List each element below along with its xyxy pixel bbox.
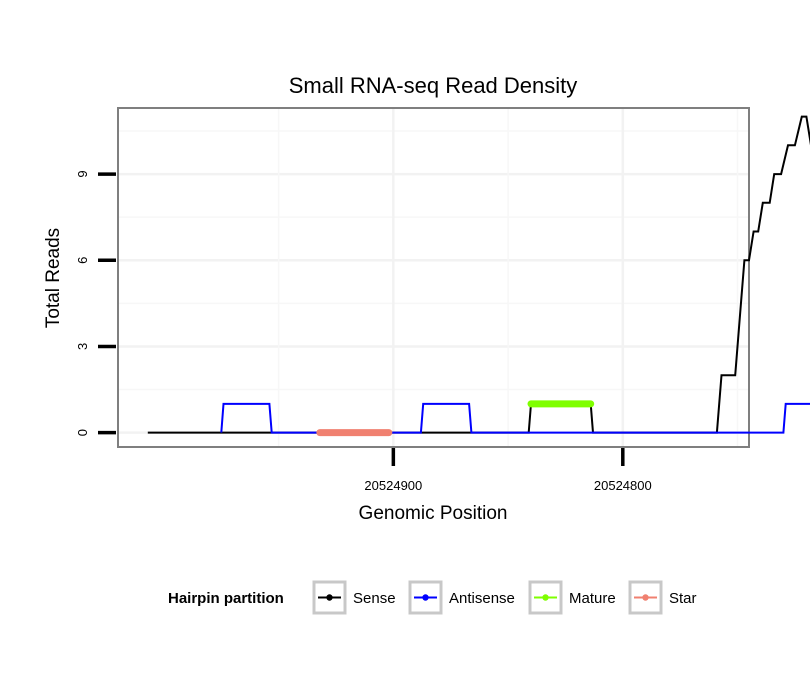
series-line-antisense	[220, 402, 810, 434]
legend-item-star: Star	[628, 580, 697, 615]
series-layer	[147, 115, 810, 437]
x-tick-label: 20524900	[364, 478, 422, 493]
legend-item-antisense: Antisense	[408, 580, 515, 615]
legend-key-point	[642, 594, 649, 601]
legend: Hairpin partition Sense Antisense Mature St…	[168, 580, 697, 615]
legend-item-sense: Sense	[312, 580, 396, 615]
legend-item-mature: Mature	[528, 580, 616, 615]
x-axis-title: Genomic Position	[359, 503, 508, 524]
legend-key-point	[542, 594, 549, 601]
y-tick-label: 3	[75, 343, 90, 350]
legend-label: Antisense	[449, 590, 515, 607]
x-axis: 20524900 20524800	[364, 448, 652, 493]
chart-title: Small RNA-seq Read Density	[289, 73, 578, 98]
y-tick-label: 6	[75, 257, 90, 264]
legend-key-point	[326, 594, 333, 601]
x-tick-label: 20524800	[594, 478, 652, 493]
plot-panel-border	[117, 107, 750, 448]
legend-key-point	[422, 594, 429, 601]
grid	[118, 108, 749, 447]
legend-title: Hairpin partition	[168, 590, 284, 607]
legend-label: Mature	[569, 590, 616, 607]
series-line-sense	[147, 115, 810, 434]
legend-label: Sense	[353, 590, 396, 607]
y-axis: 0 3 6 9	[75, 170, 116, 436]
y-axis-title: Total Reads	[43, 228, 64, 328]
legend-label: Star	[669, 590, 697, 607]
y-tick-label: 9	[75, 170, 90, 177]
y-tick-label: 0	[75, 429, 90, 436]
